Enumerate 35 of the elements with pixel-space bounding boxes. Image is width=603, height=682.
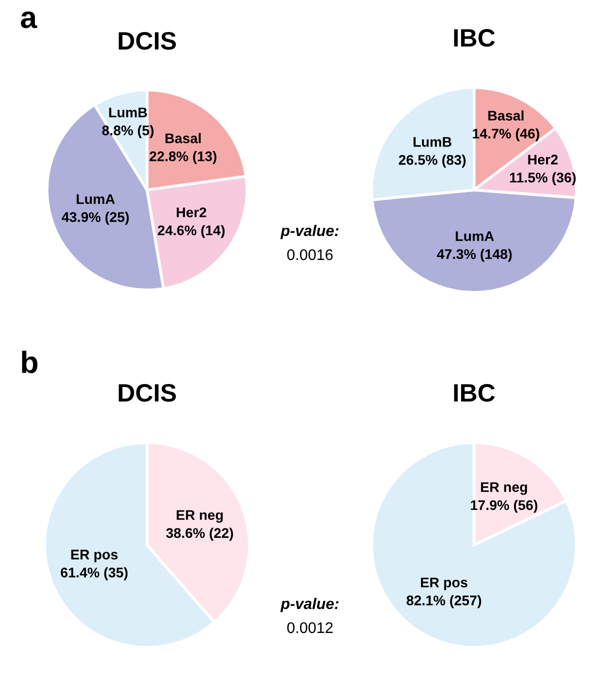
- slice-label: ER pos: [420, 578, 468, 590]
- data-label: 61.4% (35): [60, 567, 128, 580]
- pie-slice: [370, 441, 578, 649]
- slice-label: Her2: [528, 154, 558, 165]
- text: 0.0012: [287, 622, 333, 634]
- data-label: 24.6% (14): [158, 225, 225, 238]
- slice-label: Her2: [176, 207, 206, 218]
- data-label: 38.6% (22): [166, 528, 234, 541]
- slice-label: LumA: [76, 194, 115, 204]
- slice-label: LumA: [456, 231, 494, 242]
- data-label: 26.5% (83): [398, 154, 466, 168]
- data-label: 43.9% (25): [62, 212, 129, 225]
- text: p-value:: [280, 598, 339, 612]
- slice-label: ER pos: [71, 550, 118, 562]
- slice-label: LumB: [109, 108, 147, 118]
- slice-label: Basal: [488, 110, 524, 121]
- chart-title: IBC: [454, 384, 495, 402]
- slice-label: ER neg: [176, 510, 223, 523]
- data-label: 82.1% (257): [406, 595, 482, 608]
- text: 0.0016: [287, 249, 333, 260]
- text: p-value:: [280, 224, 339, 240]
- data-label: 47.3% (148): [436, 248, 512, 262]
- text: a: [20, 11, 38, 28]
- chart-title: DCIS: [118, 384, 176, 402]
- slice-label: Basal: [166, 133, 201, 144]
- text: b: [22, 350, 38, 374]
- data-label: 8.8% (5): [102, 125, 154, 138]
- data-label: 14.7% (46): [472, 128, 540, 142]
- chart-title: IBC: [454, 29, 495, 47]
- chart-title: DCIS: [118, 32, 176, 50]
- slice-label: ER neg: [481, 482, 528, 495]
- slice-label: LumB: [414, 137, 452, 147]
- data-label: 17.9% (56): [470, 500, 538, 513]
- data-label: 22.8% (13): [150, 151, 216, 164]
- data-label: 11.5% (36): [510, 172, 576, 186]
